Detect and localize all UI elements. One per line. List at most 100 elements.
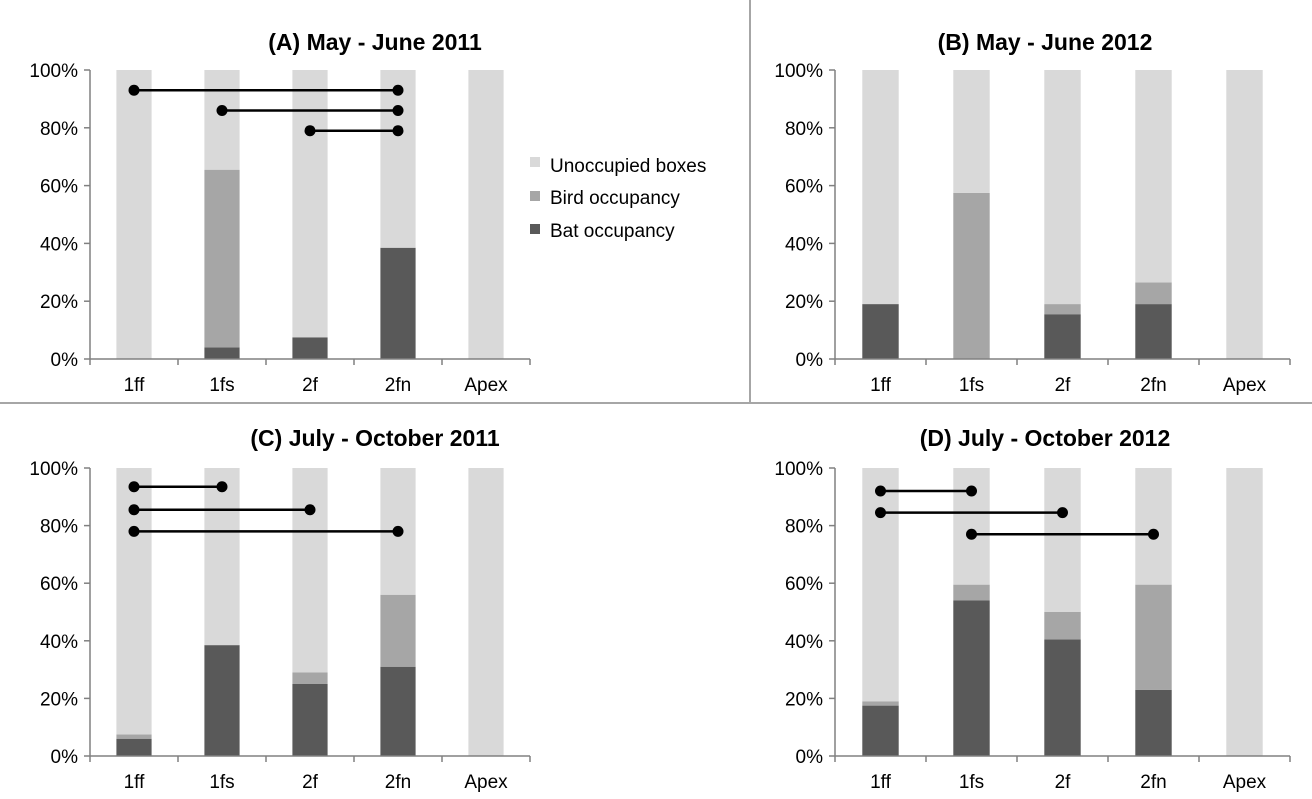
bar-2f-bird-occupancy [1044,304,1081,315]
bar-1ff-bat-occupancy [862,705,899,756]
y-tick-label: 40% [40,234,78,255]
legend-label-bird: Bird occupancy [550,188,680,209]
chart-title: (B) May - June 2012 [938,29,1153,55]
y-tick-label: 60% [40,177,78,198]
bar-1fs-bird-occupancy [953,192,990,359]
bar-1ff-bird-occupancy [116,734,152,739]
significance-dot [875,507,886,519]
y-tick-label: 20% [785,689,823,710]
x-tick-label-1fs: 1fs [209,375,234,396]
x-tick-label-2f: 2f [302,772,319,793]
bar-2fn-bat-occupancy [1135,304,1172,359]
y-tick-label: 20% [40,689,78,710]
bar-apex-unoccupied-boxes [468,70,504,359]
x-tick-label-2f: 2f [1055,375,1072,396]
bar-1fs-bird-occupancy [953,584,990,601]
x-tick-label-1ff: 1ff [124,375,146,396]
bar-2fn-unoccupied-boxes [1135,70,1172,283]
bar-1fs-bird-occupancy [204,169,240,348]
x-tick-label-1fs: 1fs [959,772,984,793]
legend-swatch-bird [530,191,540,201]
y-tick-label: 100% [29,61,78,82]
bar-apex-unoccupied-boxes [1226,468,1263,756]
significance-dot [128,481,140,493]
bar-2f-bat-occupancy [292,337,328,359]
significance-dot [1148,528,1159,540]
y-tick-label: 100% [774,459,823,480]
y-tick-label: 60% [40,574,78,595]
bar-1ff-bat-occupancy [862,304,899,359]
y-tick-label: 0% [796,350,824,371]
legend-swatch-bat [530,224,540,234]
x-tick-label-apex: Apex [464,772,508,793]
y-tick-label: 60% [785,574,823,595]
significance-dot [966,528,977,540]
significance-dot [128,525,140,537]
x-tick-label-2fn: 2fn [385,772,411,793]
significance-dot [392,104,404,116]
y-tick-label: 0% [51,350,79,371]
bar-2fn-bird-occupancy [1135,282,1172,305]
bar-2f-unoccupied-boxes [1044,70,1081,305]
y-tick-label: 40% [785,234,823,255]
x-tick-label-2fn: 2fn [1140,375,1166,396]
panel-c: (C) July - October 2011 0% 20% 40% 60% 80% 100… [29,425,531,793]
bar-2f-unoccupied-boxes [292,468,328,673]
bar-2fn-bird-occupancy [1135,584,1172,690]
bar-apex-unoccupied-boxes [468,468,504,756]
y-tick-label: 40% [785,632,823,653]
y-tick-label: 80% [785,119,823,140]
y-tick-label: 80% [785,517,823,538]
x-tick-label-apex: Apex [464,375,508,396]
y-tick-label: 60% [785,177,823,198]
x-tick-label-1ff: 1ff [870,375,892,396]
bar-2f-bird-occupancy [292,672,328,684]
bar-2fn-unoccupied-boxes [1135,468,1172,585]
x-tick-label-1fs: 1fs [959,375,984,396]
bar-1fs-bat-occupancy [953,600,990,756]
x-tick-label-1ff: 1ff [124,772,146,793]
panel-a: (A) May - June 2011 0% 20% 40% 60% 80% 100% 1ff… [29,29,531,396]
bar-1fs-bat-occupancy [204,645,240,756]
bar-1fs-unoccupied-boxes [953,468,990,585]
significance-dot [304,504,316,516]
legend-label-unoccupied: Unoccupied boxes [550,156,706,177]
bar-1ff-unoccupied-boxes [116,70,152,359]
x-tick-label-1ff: 1ff [870,772,892,793]
significance-dot [216,481,228,493]
chart-title: (D) July - October 2012 [920,425,1171,451]
y-tick-label: 100% [29,459,78,480]
bar-1fs-bat-occupancy [204,347,240,359]
bar-2f-bird-occupancy [1044,612,1081,640]
panel-d: (D) July - October 2012 0% 20% 40% 60% 80% 100… [774,425,1291,793]
bar-1ff-unoccupied-boxes [862,468,899,702]
bar-1ff-bird-occupancy [862,701,899,706]
bar-2fn-bat-occupancy [380,666,416,756]
y-tick-label: 20% [785,292,823,313]
y-tick-label: 0% [51,747,79,768]
bar-2f-bat-occupancy [1044,639,1081,756]
chart-title: (C) July - October 2011 [250,425,499,451]
bar-1fs-unoccupied-boxes [204,70,240,170]
significance-dot [392,525,404,537]
significance-dot [875,485,886,497]
legend-swatch-unoccupied [530,157,540,167]
y-tick-label: 80% [40,517,78,538]
legend: Unoccupied boxes Bird occupancy Bat occu… [530,156,706,242]
x-tick-label-apex: Apex [1223,375,1267,396]
bar-2f-unoccupied-boxes [292,70,328,338]
significance-dot [304,125,316,137]
legend-label-bat: Bat occupancy [550,221,675,242]
y-tick-label: 20% [40,292,78,313]
chart-title: (A) May - June 2011 [268,29,482,55]
x-tick-label-2f: 2f [1055,772,1072,793]
x-tick-label-1fs: 1fs [209,772,234,793]
bar-apex-unoccupied-boxes [1226,70,1263,359]
panel-b: (B) May - June 2012 0% 20% 40% 60% 80% 100% 1ff… [774,29,1291,396]
x-tick-label-apex: Apex [1223,772,1267,793]
bar-2fn-bird-occupancy [380,594,416,667]
significance-dot [216,104,228,116]
bar-1fs-unoccupied-boxes [204,468,240,646]
y-tick-label: 40% [40,632,78,653]
